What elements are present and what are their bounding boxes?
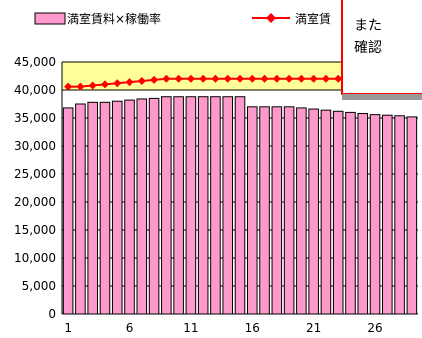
line-marker <box>186 74 195 83</box>
legend-line-marker <box>266 13 276 23</box>
line-marker <box>88 81 97 90</box>
line-marker <box>137 77 146 86</box>
y-tick-label: 10,000 <box>14 251 56 265</box>
line-marker <box>248 74 257 83</box>
line-marker <box>236 74 244 83</box>
x-tick-label: 26 <box>367 321 382 335</box>
line-marker <box>272 74 281 83</box>
line-marker <box>260 74 269 83</box>
line-marker <box>199 74 208 83</box>
line-marker <box>297 74 306 83</box>
line-marker <box>321 74 330 83</box>
bar <box>308 108 319 315</box>
bar <box>271 106 283 315</box>
legend-bar-swatch <box>34 12 66 25</box>
y-tick-label: 0 <box>48 307 56 321</box>
line-marker <box>76 82 85 91</box>
note-box: また 確認 <box>341 0 422 100</box>
line-marker <box>150 75 159 84</box>
bar <box>136 98 148 315</box>
x-tick-label: 21 <box>306 321 321 335</box>
bar <box>173 96 184 315</box>
bar <box>62 107 74 315</box>
bar <box>283 106 295 315</box>
legend-line-label: 満室賃 <box>295 11 331 26</box>
bar <box>87 101 98 315</box>
y-tick-label: 40,000 <box>14 83 56 97</box>
x-tick-label: 1 <box>64 321 72 335</box>
bar <box>369 114 381 315</box>
y-tick-label: 20,000 <box>14 195 56 209</box>
bar <box>99 101 111 315</box>
bar <box>148 97 160 315</box>
x-tick-label: 6 <box>126 321 134 335</box>
bar <box>185 96 197 315</box>
bar <box>246 106 258 315</box>
line-marker <box>334 74 343 83</box>
y-tick-label: 45,000 <box>14 55 56 69</box>
bar <box>394 115 405 315</box>
bar <box>259 106 270 315</box>
line-marker <box>309 74 318 83</box>
legend: 満室賃料×稼働率 満室賃 <box>34 11 331 26</box>
note-line-3: 確認 <box>354 40 382 56</box>
y-tick-label: 35,000 <box>14 111 56 125</box>
bar <box>210 96 221 315</box>
line-marker <box>162 74 171 83</box>
bar <box>320 109 332 315</box>
y-tick-label: 25,000 <box>14 167 56 181</box>
x-tick-label: 16 <box>245 321 260 335</box>
bar <box>357 113 369 315</box>
bar <box>222 96 234 315</box>
x-tick-label: 11 <box>183 321 198 335</box>
y-tick-labels: 0 5,000 10,000 15,000 20,000 25,000 30,000 35,0… <box>14 55 56 321</box>
bar <box>332 110 344 315</box>
x-tick-labels: 1 6 11 16 21 26 <box>64 321 382 335</box>
line-marker <box>100 80 109 89</box>
bar <box>197 96 209 315</box>
line-marker <box>125 78 134 87</box>
line-marker <box>211 74 220 83</box>
bar <box>406 116 418 315</box>
bar <box>161 96 172 315</box>
bar <box>111 100 123 315</box>
bar <box>345 111 356 315</box>
line-marker <box>174 74 183 83</box>
y-tick-label: 5,000 <box>22 279 56 293</box>
y-tick-label: 15,000 <box>14 223 56 237</box>
bar <box>382 114 393 315</box>
bar <box>124 99 135 315</box>
y-tick-label: 30,000 <box>14 139 56 153</box>
note-line-2: また <box>354 18 382 34</box>
line-marker <box>285 74 294 83</box>
bar <box>296 107 307 315</box>
bar <box>75 103 86 315</box>
line-marker <box>64 82 73 91</box>
legend-bar-label: 満室賃料×稼働率 <box>67 11 161 26</box>
bar <box>234 96 246 315</box>
note-box-shadow <box>342 94 422 100</box>
bar-series <box>62 96 418 315</box>
line-marker <box>223 74 232 83</box>
line-marker <box>113 79 122 88</box>
